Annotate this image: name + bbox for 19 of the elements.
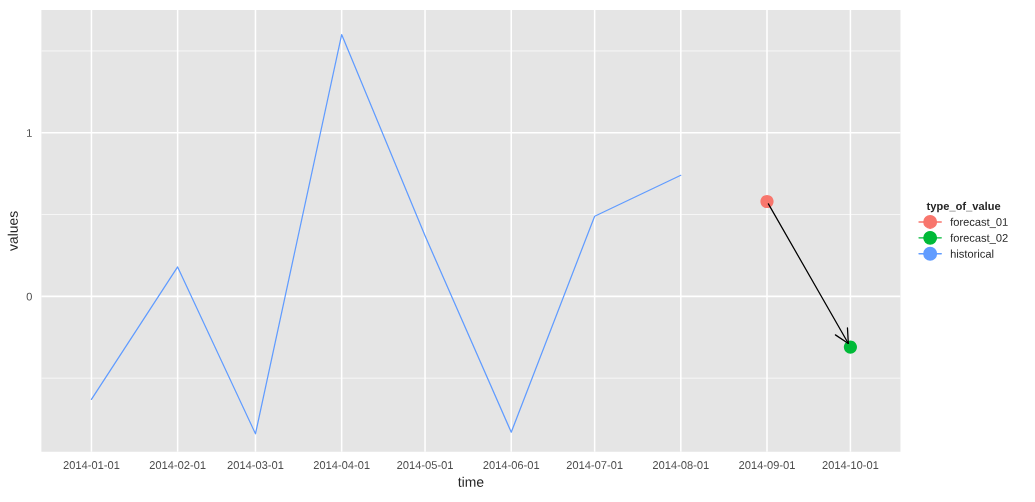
x-axis-title: time	[458, 476, 484, 487]
line-series	[90, 33, 682, 435]
legend-label: historical	[950, 249, 994, 258]
legend-title: type_of_value	[926, 201, 1001, 213]
x-tick-label: 2014-08-01	[652, 461, 709, 469]
x-tick-label: 2014-02-01	[149, 461, 206, 469]
x-tick-label: 2014-05-01	[397, 461, 453, 469]
y-axis-title: values	[7, 211, 18, 251]
x-tick-label: 2014-04-01	[313, 461, 370, 469]
legend-label: forecast_01	[950, 217, 1008, 229]
x-tick-label: 2014-06-01	[483, 461, 540, 469]
y-tick-label: 0	[26, 292, 32, 301]
x-tick-label: 2014-03-01	[227, 461, 284, 469]
legend-label: forecast_02	[950, 233, 1008, 244]
x-tick-label: 2014-09-01	[739, 461, 795, 469]
y-tick-label: 1	[27, 129, 32, 137]
x-tick-label: 2014-07-01	[566, 461, 623, 469]
x-tick-label: 2014-01-01	[63, 461, 120, 469]
x-tick-label: 2014-10-01	[822, 461, 879, 469]
